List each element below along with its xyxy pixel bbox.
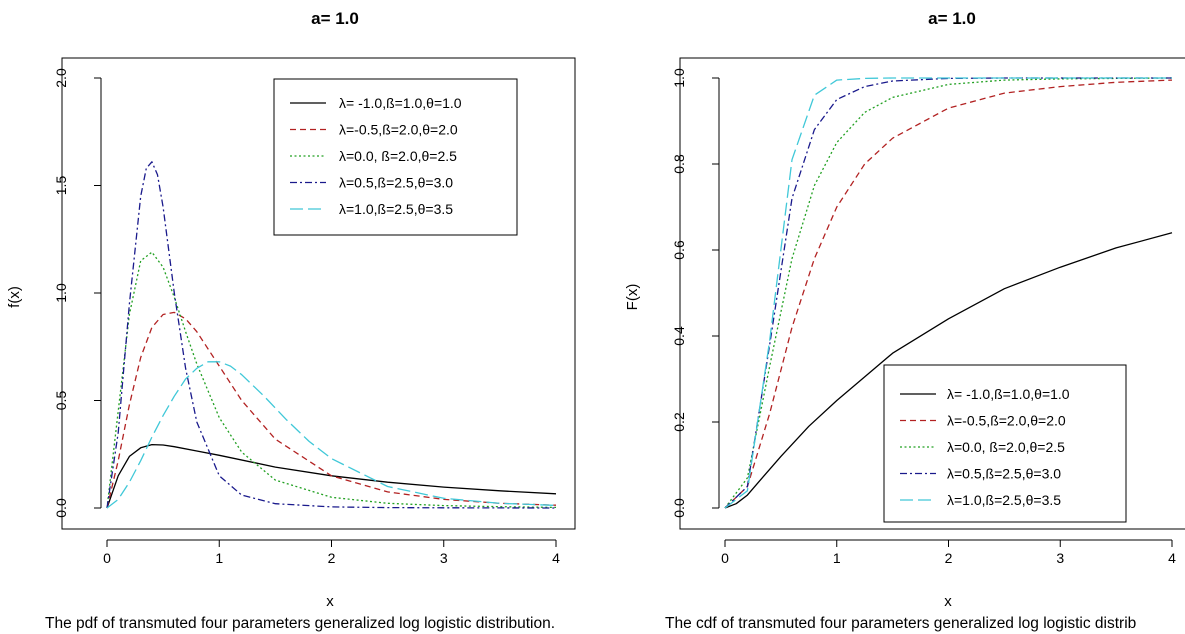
x-tick-label: 0 [103,550,111,566]
cdf-x-axis-label: x [944,593,952,610]
y-tick-label: 0.0 [671,498,687,518]
y-tick-label: 0.0 [53,498,69,518]
y-tick-label: 0.2 [671,412,687,432]
x-tick-label: 2 [945,550,953,566]
x-tick-label: 3 [440,550,448,566]
x-tick-label: 2 [328,550,336,566]
pdf-caption: The pdf of transmuted four parameters ge… [45,615,555,632]
pdf-y-axis-label: f(x) [6,286,23,308]
x-tick-label: 3 [1056,550,1064,566]
y-tick-label: 0.4 [671,326,687,346]
y-tick-label: 1.0 [671,68,687,88]
legend-label-2: λ=-0.5,ß=2.0,θ=2.0 [947,413,1066,429]
legend-label-1: λ= -1.0,ß=1.0,θ=1.0 [339,95,462,111]
y-tick-label: 2.0 [53,68,69,88]
pdf-chart-title: a= 1.0 [311,9,359,28]
legend-label-4: λ=0.5,ß=2.5,θ=3.0 [947,466,1061,482]
x-tick-label: 4 [552,550,560,566]
y-tick-label: 0.5 [53,391,69,411]
pdf-legend: λ= -1.0,ß=1.0,θ=1.0 λ=-0.5,ß=2.0,θ=2.0 λ=0… [274,79,517,235]
y-tick-label: 0.6 [671,240,687,260]
x-tick-label: 0 [721,550,729,566]
legend-label-1: λ= -1.0,ß=1.0,θ=1.0 [947,386,1070,402]
x-tick-label: 1 [215,550,223,566]
cdf-legend: λ= -1.0,ß=1.0,θ=1.0 λ=-0.5,ß=2.0,θ=2.0 λ=0… [884,365,1126,522]
pdf-x-axis-label: x [326,593,334,610]
y-tick-label: 1.5 [53,176,69,196]
y-tick-label: 0.8 [671,154,687,174]
legend-label-4: λ=0.5,ß=2.5,θ=3.0 [339,175,453,191]
legend-label-3: λ=0.0, ß=2.0,θ=2.5 [947,439,1065,455]
legend-label-2: λ=-0.5,ß=2.0,θ=2.0 [339,122,458,138]
x-tick-label: 4 [1168,550,1176,566]
cdf-y-axis-label: F(x) [624,284,641,311]
legend-label-5: λ=1.0,ß=2.5,θ=3.5 [947,492,1061,508]
x-tick-label: 1 [833,550,841,566]
y-tick-label: 1.0 [53,283,69,303]
legend-label-5: λ=1.0,ß=2.5,θ=3.5 [339,201,453,217]
cdf-caption: The cdf of transmuted four parameters ge… [665,615,1136,632]
legend-label-3: λ=0.0, ß=2.0,θ=2.5 [339,148,457,164]
cdf-chart-title: a= 1.0 [928,9,976,28]
